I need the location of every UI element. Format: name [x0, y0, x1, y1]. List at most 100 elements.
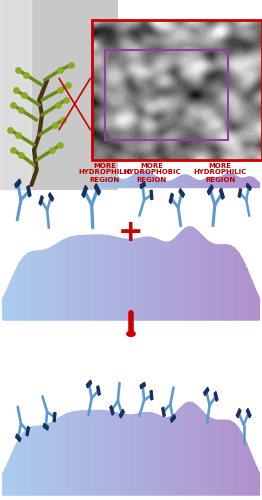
Polygon shape [222, 175, 224, 188]
Polygon shape [10, 276, 13, 320]
Polygon shape [191, 177, 193, 188]
Polygon shape [26, 428, 28, 495]
Polygon shape [208, 185, 213, 195]
Polygon shape [62, 415, 64, 495]
Polygon shape [105, 178, 107, 188]
Polygon shape [254, 286, 257, 320]
Polygon shape [231, 246, 234, 320]
Polygon shape [41, 426, 44, 495]
Polygon shape [21, 433, 23, 495]
Polygon shape [95, 235, 98, 320]
Polygon shape [234, 423, 236, 495]
Polygon shape [103, 235, 105, 320]
Polygon shape [247, 444, 249, 495]
Polygon shape [200, 180, 201, 188]
Polygon shape [175, 412, 177, 495]
Polygon shape [159, 240, 162, 320]
Polygon shape [185, 228, 188, 320]
Polygon shape [136, 238, 139, 320]
Polygon shape [123, 414, 126, 495]
Polygon shape [244, 438, 247, 495]
Polygon shape [231, 422, 234, 495]
Polygon shape [23, 430, 26, 495]
Polygon shape [239, 428, 241, 495]
Polygon shape [116, 412, 118, 495]
Polygon shape [141, 413, 144, 495]
Polygon shape [150, 390, 153, 400]
Polygon shape [139, 238, 141, 320]
Polygon shape [179, 188, 184, 198]
Polygon shape [126, 415, 128, 495]
Polygon shape [257, 181, 259, 188]
Polygon shape [57, 418, 59, 495]
Polygon shape [69, 412, 72, 495]
Polygon shape [105, 411, 108, 495]
Text: MORE
HYDROPHOBIC
REGION: MORE HYDROPHOBIC REGION [123, 162, 181, 182]
Polygon shape [90, 410, 92, 495]
Polygon shape [140, 171, 142, 188]
Polygon shape [252, 280, 254, 320]
Polygon shape [180, 231, 182, 320]
Polygon shape [146, 412, 149, 495]
Point [58, 66, 62, 74]
Polygon shape [128, 415, 131, 495]
Polygon shape [150, 172, 152, 188]
Polygon shape [41, 250, 44, 320]
Polygon shape [157, 239, 159, 320]
Polygon shape [208, 178, 210, 188]
Polygon shape [132, 175, 134, 188]
Polygon shape [127, 178, 129, 188]
Polygon shape [72, 236, 74, 320]
Polygon shape [204, 179, 206, 188]
Polygon shape [39, 196, 43, 205]
Polygon shape [95, 410, 98, 495]
Polygon shape [98, 235, 100, 320]
Polygon shape [128, 240, 131, 320]
Polygon shape [39, 250, 41, 320]
Polygon shape [213, 244, 216, 320]
Polygon shape [204, 388, 209, 396]
Polygon shape [245, 178, 247, 188]
Polygon shape [180, 406, 182, 495]
Polygon shape [157, 414, 159, 495]
Polygon shape [198, 180, 200, 188]
Polygon shape [8, 282, 10, 320]
Polygon shape [223, 245, 226, 320]
Polygon shape [188, 402, 190, 495]
Polygon shape [123, 180, 125, 188]
Bar [105, 50, 228, 140]
Polygon shape [123, 239, 126, 320]
Polygon shape [154, 175, 156, 188]
Polygon shape [141, 238, 144, 320]
Polygon shape [77, 411, 80, 495]
Polygon shape [97, 386, 100, 396]
Polygon shape [172, 414, 175, 495]
Point [19, 106, 23, 114]
Polygon shape [126, 240, 128, 320]
Polygon shape [3, 469, 5, 495]
Point [11, 101, 15, 109]
Polygon shape [100, 410, 103, 495]
Polygon shape [247, 268, 249, 320]
Polygon shape [156, 176, 158, 188]
Polygon shape [236, 426, 239, 495]
Point [61, 116, 65, 124]
Polygon shape [203, 236, 205, 320]
Polygon shape [257, 292, 259, 320]
Point [16, 66, 20, 74]
Polygon shape [170, 416, 172, 495]
Polygon shape [82, 411, 85, 495]
Polygon shape [57, 242, 59, 320]
Polygon shape [208, 241, 211, 320]
Point [58, 141, 62, 149]
Bar [92, 20, 262, 160]
Polygon shape [193, 228, 195, 320]
Polygon shape [185, 175, 187, 188]
Polygon shape [99, 183, 101, 188]
Polygon shape [167, 242, 170, 320]
Polygon shape [31, 252, 34, 320]
Polygon shape [59, 241, 62, 320]
Polygon shape [36, 426, 39, 495]
Polygon shape [119, 179, 121, 188]
Polygon shape [119, 410, 124, 418]
